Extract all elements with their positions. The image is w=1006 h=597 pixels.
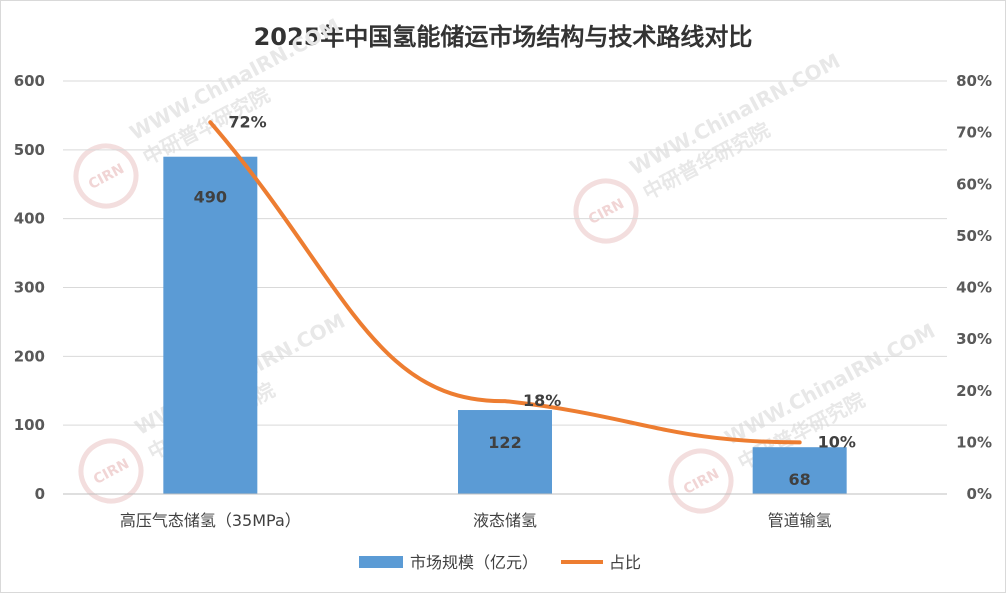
line-path — [208, 120, 802, 445]
bar — [458, 410, 552, 494]
y-left-tick-label: 0 — [35, 485, 45, 503]
bar-value-label: 68 — [789, 470, 811, 489]
y-right-tick-label: 10% — [956, 433, 992, 451]
axes: 0 100 200 300 400 500 600 0% 10% 20% 30% 40% 50% 60% 7… — [14, 72, 992, 530]
y-left-tick-label: 200 — [14, 347, 45, 365]
bar-value-label: 490 — [194, 188, 227, 207]
bar — [163, 156, 258, 494]
y-right-tick-label: 50% — [956, 227, 992, 245]
watermark-logo-text: CIRN — [586, 196, 627, 228]
y-left-tick-label: 400 — [14, 210, 45, 228]
watermark-logo-icon — [668, 448, 734, 514]
legend-label-bar: 市场规模（亿元） — [410, 553, 538, 572]
y-right-tick-label: 40% — [956, 279, 992, 297]
chart-title: 2025年中国氢能储运市场结构与技术路线对比 — [254, 23, 753, 51]
y-right-tick-label: 0% — [967, 485, 992, 503]
watermark-logo-icon — [573, 178, 639, 244]
line-point — [798, 440, 802, 444]
line-value-label: 72% — [228, 112, 266, 131]
watermark-logo-icon — [78, 438, 144, 504]
legend-label-line: 占比 — [609, 553, 641, 572]
y-right-tick-label: 30% — [956, 330, 992, 348]
line-point — [208, 120, 212, 124]
bar — [752, 447, 847, 494]
legend: 市场规模（亿元） 占比 — [359, 553, 641, 572]
y-right-tick-label: 80% — [956, 72, 992, 90]
line-series — [208, 120, 802, 445]
bar-value-label: 122 — [488, 433, 521, 452]
x-category-label: 液态储氢 — [473, 511, 537, 530]
data-labels: 490 122 68 72% 18% 10% — [194, 112, 856, 489]
y-left-tick-label: 500 — [14, 141, 45, 159]
watermark-logo-text: CIRN — [91, 456, 132, 488]
line-point — [503, 399, 507, 403]
line-value-label: 18% — [523, 391, 561, 410]
y-right-tick-label: 20% — [956, 382, 992, 400]
y-left-tick-label: 600 — [14, 72, 45, 90]
watermark-url: WWW.ChinaIRN.COM — [626, 49, 844, 180]
x-category-label: 管道输氢 — [768, 511, 832, 530]
watermark-url: WWW.ChinaIRN.COM — [721, 319, 939, 450]
x-category-label: 高压气态储氢（35MPa） — [120, 511, 301, 530]
y-left-tick-label: 300 — [14, 279, 45, 297]
watermark-logo-text: CIRN — [681, 466, 722, 498]
y-right-tick-label: 70% — [956, 124, 992, 142]
line-value-label: 10% — [818, 432, 856, 451]
bar-series — [163, 156, 847, 494]
watermark-logo-text: CIRN — [86, 161, 127, 193]
y-right-tick-label: 60% — [956, 175, 992, 193]
y-left-tick-label: 100 — [14, 416, 45, 434]
legend-swatch-bar — [359, 556, 403, 568]
